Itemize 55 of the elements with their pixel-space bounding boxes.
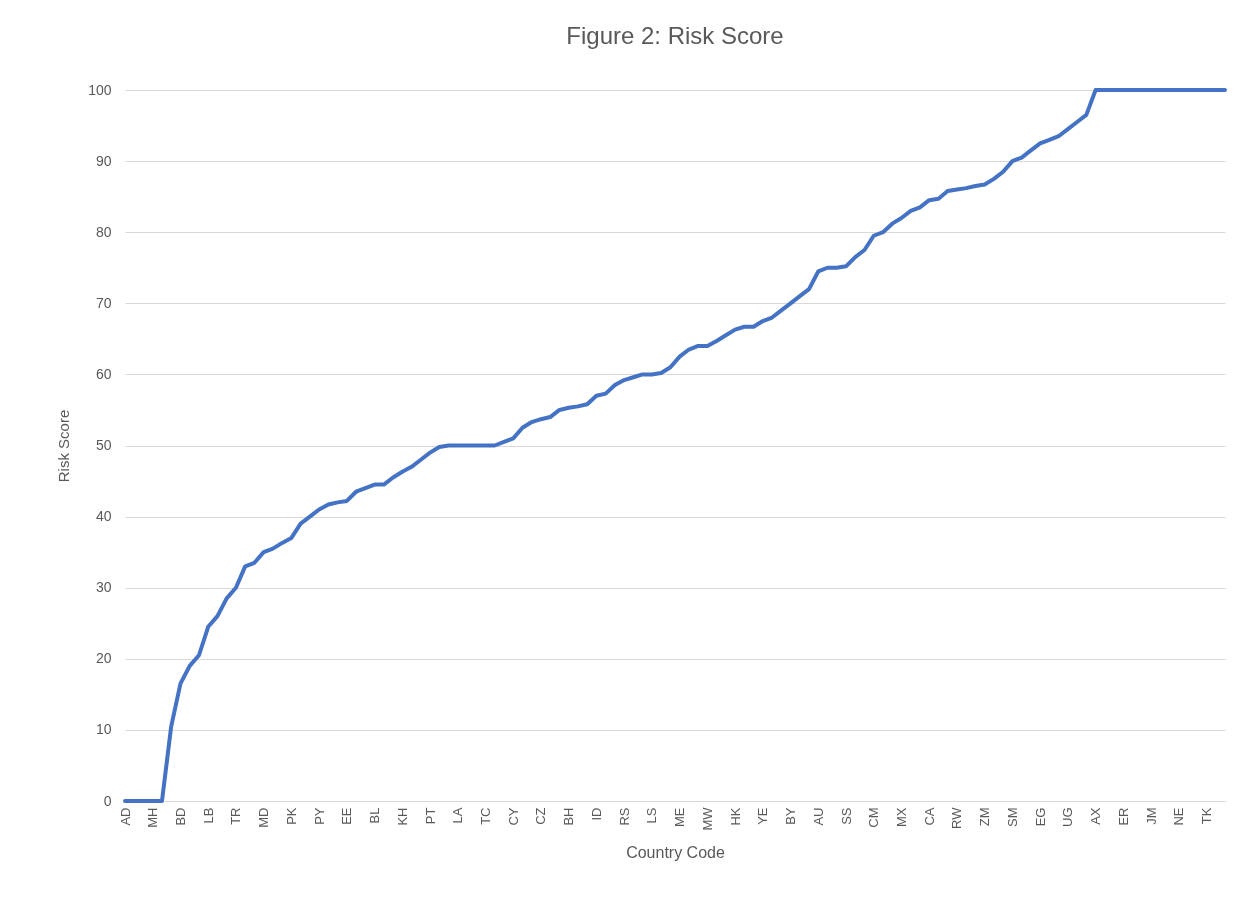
line-series xyxy=(123,88,1227,803)
x-tick-label: NE xyxy=(1171,807,1187,826)
y-tick-label: 80 xyxy=(95,223,112,240)
x-tick-label: HK xyxy=(727,807,743,826)
x-tick-label: BH xyxy=(561,807,577,826)
x-tick-label: UG xyxy=(1060,807,1076,827)
x-tick-label: JM xyxy=(1143,807,1159,825)
y-tick-label: 60 xyxy=(95,365,112,382)
x-tick-label: LA xyxy=(450,807,466,824)
x-tick-label: MD xyxy=(256,807,272,828)
x-tick-label: ER xyxy=(1115,807,1131,826)
x-tick-label: BD xyxy=(172,807,188,826)
x-tick-label: SS xyxy=(838,807,854,825)
x-tick-label: BL xyxy=(367,807,383,824)
x-tick-label: ZM xyxy=(977,807,993,827)
x-tick-label: PY xyxy=(311,807,327,825)
x-tick-label: SM xyxy=(1004,807,1020,827)
x-tick-label: MX xyxy=(893,807,909,827)
x-tick-label: LS xyxy=(644,807,660,824)
x-tick-label: TR xyxy=(228,807,244,825)
x-axis-title: Country Code xyxy=(626,843,725,861)
x-tick-label: CZ xyxy=(533,807,549,825)
x-tick-label: CA xyxy=(921,807,937,826)
x-tick-label: RW xyxy=(949,806,965,829)
x-tick-label: PT xyxy=(422,807,438,825)
y-tick-label: 20 xyxy=(95,650,112,667)
x-tick-label: KH xyxy=(394,807,410,826)
y-tick-label: 30 xyxy=(95,579,112,596)
x-tick-label: MH xyxy=(145,807,161,828)
x-tick-label: TK xyxy=(1199,807,1215,825)
x-tick-label: PK xyxy=(283,807,299,825)
x-tick-label: MW xyxy=(699,806,715,831)
x-tick-label: EE xyxy=(339,807,355,825)
x-tick-label: CY xyxy=(505,807,521,826)
x-tick-label: AD xyxy=(117,807,133,826)
x-tick-label: AU xyxy=(810,807,826,826)
x-tick-label: ME xyxy=(672,807,688,827)
chart-title: Figure 2: Risk Score xyxy=(566,22,784,49)
x-tick-label: BY xyxy=(783,807,799,825)
x-tick-label: ID xyxy=(588,807,604,821)
x-tick-label: CM xyxy=(866,807,882,828)
x-tick-label: LB xyxy=(200,807,216,824)
x-tick-label: RS xyxy=(616,807,632,826)
y-tick-label: 10 xyxy=(95,721,112,738)
y-tick-label: 0 xyxy=(103,792,112,809)
x-tick-label: TC xyxy=(478,807,493,825)
y-tick-label: 40 xyxy=(95,508,112,525)
y-tick-label: 90 xyxy=(95,152,112,169)
x-tick-label: AX xyxy=(1088,807,1104,825)
y-axis-title: Risk Score xyxy=(55,409,73,483)
x-tick-label: YE xyxy=(755,807,771,825)
y-tick-label: 50 xyxy=(95,437,112,453)
y-tick-label: 100 xyxy=(88,81,112,98)
y-tick-label: 70 xyxy=(95,294,112,311)
x-tick-label: EG xyxy=(1032,807,1048,827)
